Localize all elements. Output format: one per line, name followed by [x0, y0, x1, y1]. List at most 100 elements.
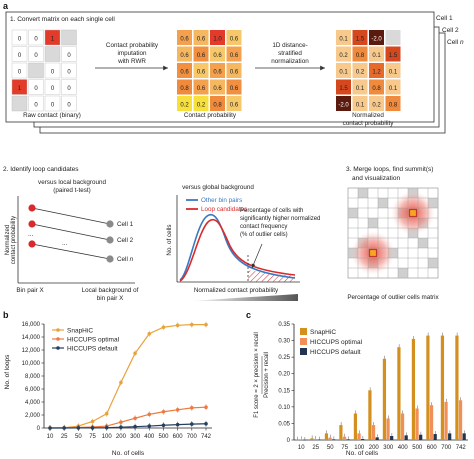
prob-value: 0.6: [180, 53, 189, 59]
c-xtick-label: 600: [427, 445, 438, 451]
prob-cell: [226, 96, 242, 111]
c-legend-label: HICCUPS default: [310, 349, 361, 356]
b-ytick-label: 0: [37, 426, 41, 432]
raw-cell: [11, 29, 28, 46]
stack-label-celln: Cell n: [447, 39, 464, 46]
norm-cell: [336, 30, 351, 45]
norm-value: 0.1: [389, 69, 398, 75]
norm-value: 0.1: [339, 36, 348, 42]
norm-value: 1.5: [339, 86, 348, 92]
c-ytick-label: 0.25: [278, 355, 290, 361]
red-dot-cell1: [28, 204, 36, 212]
legend-loop-label: Loop candidates: [201, 206, 247, 213]
outlier-tail-hatch: [248, 270, 295, 282]
c-ylabel-1: F1 score = 2 × precision × recall: [254, 332, 260, 418]
prob-caption: Contact probability: [184, 112, 237, 119]
norm-cell: [369, 96, 384, 111]
b-point: [104, 411, 109, 416]
b-point: [119, 425, 123, 430]
c-legend-swatch: [300, 328, 307, 335]
norm-value: 0.8: [356, 53, 365, 59]
b-ytick-label: 4,000: [25, 400, 41, 406]
outlier-grey-cell: [398, 268, 408, 278]
outlier-grey-cell: [348, 208, 358, 218]
raw-cell: [11, 79, 28, 95]
prob-cell: [210, 96, 225, 111]
prob-value: 0.6: [230, 36, 239, 42]
norm-cell: [352, 96, 368, 111]
prob-value: 0.6: [197, 53, 206, 59]
arrow-norm-label-3: normalization: [271, 58, 309, 65]
c-bar: [382, 358, 387, 440]
contact-probability-matrix: 0.6 0.6 1.0 0.6 0.6 0.6 0.6 0.6 0.6 0.6 0.6 0.6 0.8 0…: [177, 30, 242, 111]
raw-cell: [61, 29, 77, 46]
c-bar: [328, 437, 332, 440]
raw-value: 0: [67, 53, 71, 59]
raw-cell: [11, 62, 28, 79]
raw-contact-matrix: 0 0 1 0 0 0 0 0 0 1 0 0 0 0 0 0: [11, 29, 77, 112]
global-annot-4: (% of outlier cells): [240, 232, 288, 238]
c-bar: [448, 433, 452, 440]
raw-value: 1: [18, 86, 22, 92]
norm-cell: [369, 30, 384, 45]
raw-value: 0: [18, 36, 22, 42]
c-bar: [411, 338, 416, 440]
prob-cell: [193, 46, 209, 62]
c-ytick-label: 0.30: [278, 339, 290, 345]
b-xtick-label: 75: [89, 434, 96, 440]
norm-cell: [336, 79, 351, 95]
c-bar: [339, 425, 343, 440]
b-point: [190, 422, 194, 426]
raw-value: 0: [51, 86, 55, 92]
c-bar: [455, 335, 459, 440]
b-point: [175, 422, 180, 427]
stack-label-cell1: Cell 1: [436, 15, 453, 22]
b-point: [175, 323, 180, 328]
raw-caption: Raw contact (binary): [23, 112, 81, 119]
c-bar: [368, 390, 372, 440]
arrow-norm-label-2: stratified: [278, 50, 302, 57]
global-annot-2: significantly higher normalized: [240, 216, 320, 222]
global-xlabel: Normalized contact probability: [194, 287, 279, 294]
norm-value: 1.2: [372, 69, 381, 75]
c-xtick-label: 50: [327, 445, 334, 451]
b-point: [204, 322, 208, 327]
b-ytick-label: 6,000: [25, 387, 41, 393]
loops-line-chart: No. of loops No. of cells 0 2,000 4,000 6,0…: [4, 321, 212, 457]
raw-value: 0: [51, 102, 55, 108]
norm-caption-2: contact probability: [343, 120, 395, 127]
global-bg-title: versus global background: [182, 184, 254, 191]
raw-cell: [44, 95, 61, 112]
c-xtick-label: 400: [398, 445, 409, 451]
norm-cell: [369, 63, 384, 78]
outlier-grey-cell: [378, 198, 388, 208]
raw-value: 0: [67, 102, 71, 108]
c-bar: [299, 439, 303, 440]
arrow-rwr-label-2: imputation: [117, 50, 147, 57]
c-xtick-label: 700: [441, 445, 452, 451]
b-xtick-label: 10: [47, 434, 54, 440]
raw-value: 0: [34, 53, 38, 59]
norm-cell: [385, 63, 401, 78]
panel-b-letter: b: [3, 310, 9, 320]
raw-cell: [44, 46, 61, 62]
c-xtick-label: 25: [312, 445, 319, 451]
norm-cell: [385, 30, 401, 45]
label-cell1: Cell 1: [117, 221, 134, 228]
prob-cell: [193, 30, 209, 45]
prob-value: 0.6: [197, 36, 206, 42]
raw-cell: [28, 62, 44, 79]
stack-label-cell2: Cell 2: [442, 27, 459, 34]
b-series-line: [49, 324, 206, 429]
prob-value: 1.0: [213, 36, 222, 42]
raw-cell: [11, 46, 28, 62]
b-point: [62, 426, 66, 430]
b-point: [204, 405, 208, 410]
c-bar: [400, 413, 405, 440]
c-ytick-label: 0.35: [278, 322, 290, 328]
b-xlabel: No. of cells: [112, 450, 145, 457]
prob-cell: [177, 96, 192, 111]
b-point: [90, 426, 95, 430]
norm-value: 0.2: [339, 53, 348, 59]
red-dot-cell2: [28, 220, 36, 228]
